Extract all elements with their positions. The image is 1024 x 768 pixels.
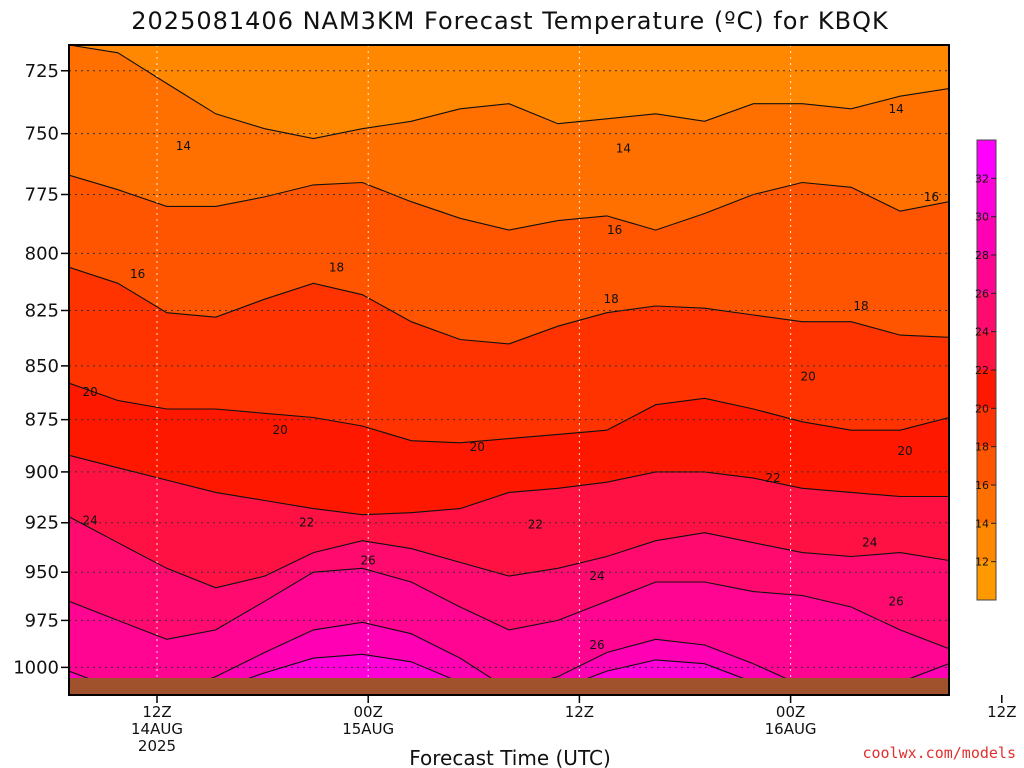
y-tick-label: 950	[25, 562, 59, 583]
isotherm-labels: 1414141616161818181820202020202222222424…	[82, 102, 939, 652]
isotherm-26	[69, 567, 949, 650]
colorbar-tick-label: 20	[975, 402, 989, 415]
isotherm-label: 20	[470, 440, 485, 454]
isotherm-label: 20	[82, 385, 97, 399]
y-tick-label: 975	[25, 610, 59, 631]
temperature-fills	[69, 45, 949, 695]
x-tick-label: 2025	[138, 737, 176, 755]
grid-lines	[69, 45, 949, 695]
colorbar-tick-label: 28	[975, 249, 989, 262]
colorbar-tick-label: 30	[975, 211, 989, 224]
colorbar-tick-label: 12	[975, 556, 989, 569]
isotherm-20	[69, 382, 949, 444]
colorbar-swatch	[977, 293, 996, 332]
colorbar-swatch	[977, 255, 996, 294]
chart-title: 2025081406 NAM3KM Forecast Temperature (…	[131, 7, 889, 35]
colorbar-tick-label: 18	[975, 441, 989, 454]
colorbar-tick-label: 22	[975, 364, 989, 377]
y-tick-label: 725	[25, 61, 59, 82]
isotherm-label: 20	[801, 370, 816, 384]
isotherm-16	[69, 174, 949, 231]
x-tick-label: 12Z	[142, 703, 171, 721]
colorbar-tick-label: 32	[975, 172, 989, 185]
x-tick-label: 16AUG	[765, 720, 817, 738]
isotherm-label: 22	[528, 518, 543, 532]
isotherm-label: 16	[130, 267, 145, 281]
y-tick-label: 900	[25, 462, 59, 483]
x-tick-label: 15AUG	[342, 720, 394, 738]
x-tick-label: 12Z	[565, 703, 594, 721]
ground-surface	[69, 678, 949, 695]
isotherm-18	[69, 266, 949, 345]
isotherm-label: 20	[897, 444, 912, 458]
x-tick-label: 00Z	[354, 703, 383, 721]
y-tick-label: 925	[25, 513, 59, 534]
colorbar-swatch	[977, 561, 996, 600]
colorbar-tick-label: 24	[975, 326, 989, 339]
isotherm-label: 14	[889, 102, 904, 116]
x-tick-label: 14AUG	[131, 720, 183, 738]
isotherm-label: 26	[361, 553, 376, 567]
isotherm-label: 16	[924, 190, 939, 204]
isotherm-label: 24	[82, 514, 97, 528]
colorbar-swatch	[977, 331, 996, 370]
x-axis-label: Forecast Time (UTC)	[409, 746, 611, 768]
colorbar-swatch	[977, 408, 996, 447]
isotherm-label: 14	[616, 141, 631, 155]
y-tick-label: 1000	[13, 657, 59, 678]
y-tick-label: 750	[25, 124, 59, 145]
colorbar-swatch	[977, 178, 996, 217]
isotherm-label: 22	[765, 471, 780, 485]
isotherm-label: 24	[862, 536, 877, 550]
colorbar-swatch	[977, 523, 996, 562]
y-axis-ticks: 725 750 775 800 825 850 875 900 925 950 975 1000	[13, 61, 69, 678]
y-tick-label: 875	[25, 410, 59, 431]
colorbar-swatch	[977, 446, 996, 485]
colorbar-swatch	[977, 485, 996, 524]
isotherm-label: 22	[299, 516, 314, 530]
colorbar-swatch	[977, 370, 996, 409]
x-tick-label: 12Z	[987, 703, 1016, 721]
isotherm-label: 14	[176, 139, 191, 153]
y-tick-label: 775	[25, 184, 59, 205]
colorbar-swatch	[977, 216, 996, 255]
isotherm-22	[69, 454, 949, 516]
colorbar-tick-label: 16	[975, 479, 989, 492]
x-tick-label: 00Z	[776, 703, 805, 721]
y-tick-label: 825	[25, 300, 59, 321]
colorbar-swatch	[977, 140, 996, 179]
plot-area: 1414141616161818181820202020202222222424…	[69, 45, 949, 695]
colorbar: 12 14 16 18 20 22 24 26 28 30 32	[975, 139, 997, 601]
isotherm-24	[69, 516, 949, 589]
source-credit: coolwx.com/models	[862, 744, 1016, 762]
isotherm-label: 18	[853, 299, 868, 313]
plot-frame	[68, 44, 950, 696]
isotherm-label: 26	[889, 594, 904, 608]
colorbar-tick-label: 14	[975, 517, 989, 530]
isotherm-14	[69, 45, 949, 140]
isotherm-label: 18	[603, 292, 618, 306]
isotherm-label: 20	[273, 423, 288, 437]
isotherm-label: 16	[607, 223, 622, 237]
isotherm-label: 24	[589, 569, 604, 583]
y-tick-label: 850	[25, 356, 59, 377]
colorbar-tick-label: 26	[975, 287, 989, 300]
isotherm-label: 18	[329, 260, 344, 274]
isotherm-label: 26	[589, 638, 604, 652]
y-tick-label: 800	[25, 243, 59, 264]
